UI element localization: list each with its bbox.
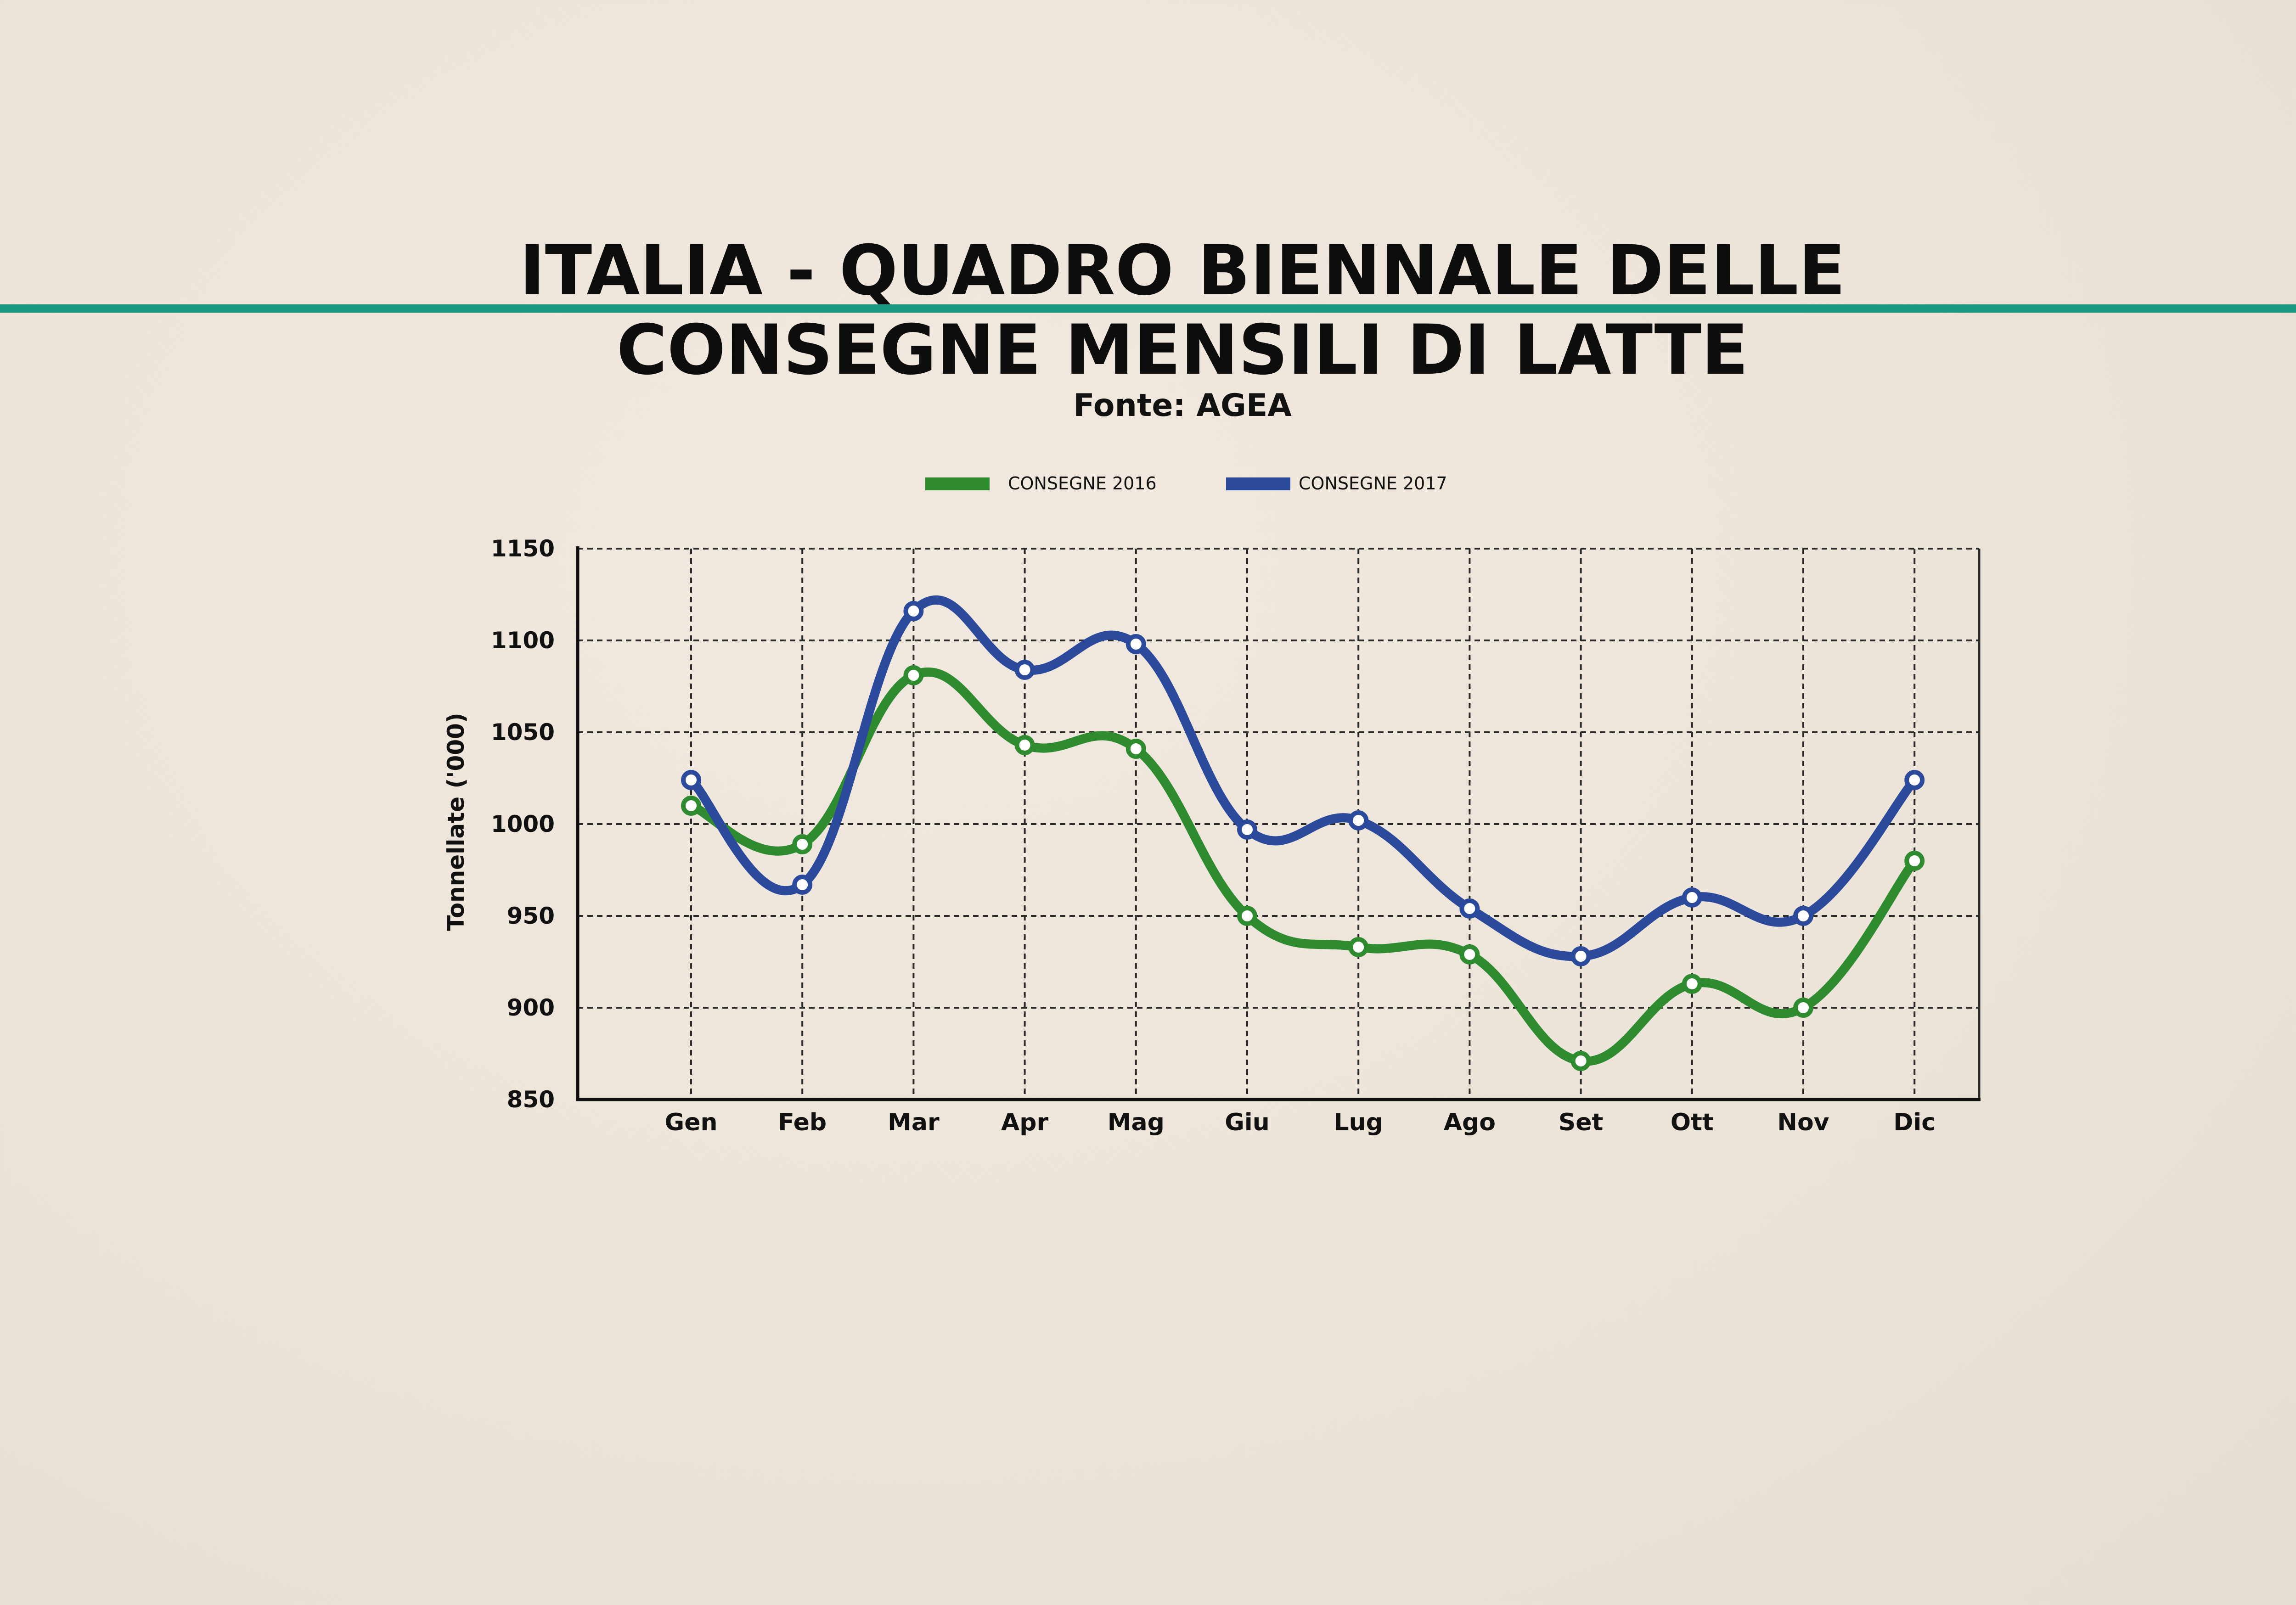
data-point-consegne-2017-dic [1904,770,1925,790]
data-point-consegne-2016-apr [1014,735,1035,755]
x-tick-mag: Mag [1108,1109,1165,1136]
data-point-consegne-2016-dic [1904,851,1925,871]
x-tick-mar: Mar [888,1109,940,1136]
data-point-consegne-2017-apr [1014,660,1035,680]
y-tick-950: 950 [507,903,555,929]
series-line-consegne-2016 [687,667,1919,1066]
legend-swatch-2017 [1226,477,1290,490]
series-lines [681,595,1925,1071]
series-consegne-2017 [681,595,1925,966]
data-point-consegne-2016-gen [681,796,701,816]
x-tick-set: Set [1559,1109,1604,1136]
data-point-consegne-2016-lug [1348,937,1369,957]
data-point-consegne-2016-feb [792,834,813,854]
data-point-consegne-2017-ago [1459,898,1480,919]
header-rule [0,304,2296,313]
data-point-consegne-2017-lug [1348,810,1369,831]
data-point-consegne-2017-mag [1125,634,1146,654]
data-point-consegne-2016-ago [1459,944,1480,965]
data-point-consegne-2016-mag [1125,739,1146,759]
chart-title-line-1: ITALIA - QUADRO BIENNALE DELLE [519,231,1846,311]
data-point-consegne-2017-mar [903,601,924,621]
data-point-consegne-2017-giu [1237,819,1257,840]
grid-lines [578,548,1981,1100]
y-axis-label: Tonnellate ('000) [443,713,469,931]
y-tick-900: 900 [507,994,555,1021]
y-tick-1050: 1050 [491,719,555,746]
data-point-consegne-2017-set [1570,946,1591,966]
x-tick-labels: Gen Feb Mar Apr Mag Giu Lug Ago Set Ott Nov Dic [665,1109,1936,1136]
y-tick-labels: 850 900 950 1000 1050 1100 1150 [491,535,555,1113]
x-tick-apr: Apr [1001,1109,1048,1136]
data-point-consegne-2017-gen [681,770,701,790]
x-tick-feb: Feb [778,1109,827,1136]
data-point-consegne-2016-giu [1237,906,1257,926]
x-tick-lug: Lug [1334,1109,1383,1136]
series-consegne-2016 [681,665,1925,1071]
data-point-consegne-2017-feb [792,875,813,895]
data-point-consegne-2016-ott [1682,974,1702,994]
series-line-consegne-2017 [687,595,1919,961]
x-tick-ott: Ott [1671,1109,1714,1136]
legend-label-2016: CONSEGNE 2016 [1008,473,1157,494]
chart-title-line-2: CONSEGNE MENSILI DI LATTE [616,310,1749,390]
y-tick-850: 850 [507,1086,555,1113]
y-tick-1000: 1000 [491,811,555,837]
data-point-consegne-2016-nov [1793,998,1813,1018]
x-tick-ago: Ago [1444,1109,1496,1136]
data-point-consegne-2016-set [1570,1051,1591,1071]
x-tick-nov: Nov [1777,1109,1829,1136]
x-tick-giu: Giu [1225,1109,1270,1136]
data-point-consegne-2017-ott [1682,887,1702,908]
legend: CONSEGNE 2016 CONSEGNE 2017 [925,473,1447,494]
data-point-consegne-2016-mar [903,665,924,685]
data-point-consegne-2017-nov [1793,906,1813,926]
axes [576,546,1981,1101]
chart-subtitle: Fonte: AGEA [1073,387,1292,424]
y-tick-1150: 1150 [491,535,555,562]
legend-label-2017: CONSEGNE 2017 [1299,473,1447,494]
x-tick-gen: Gen [665,1109,718,1136]
legend-swatch-2016 [925,477,990,490]
x-tick-dic: Dic [1893,1109,1936,1136]
y-tick-1100: 1100 [491,627,555,654]
